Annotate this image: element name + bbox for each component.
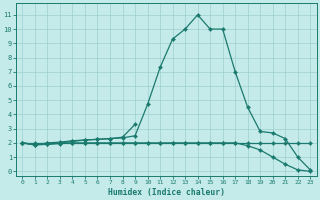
X-axis label: Humidex (Indice chaleur): Humidex (Indice chaleur) (108, 188, 225, 197)
